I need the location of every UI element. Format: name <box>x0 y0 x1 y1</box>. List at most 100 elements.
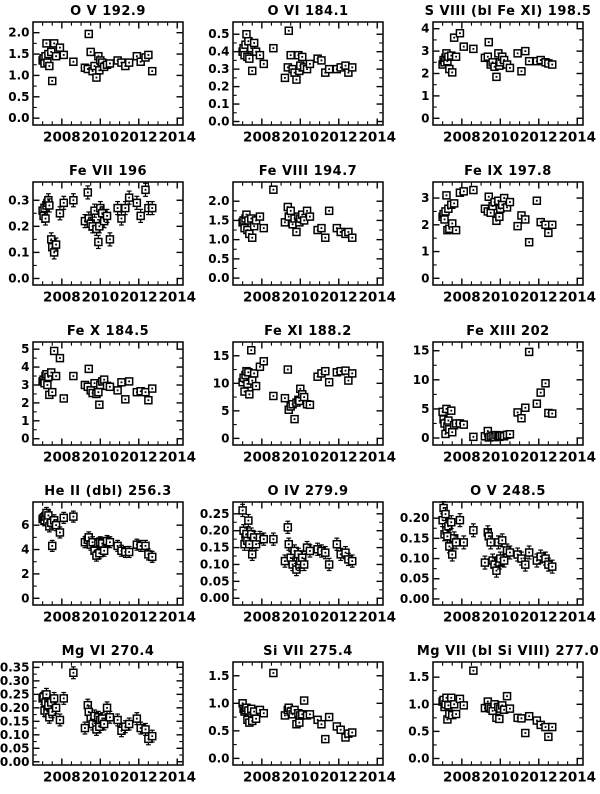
y-tick-label: 0 <box>421 271 429 285</box>
data-point <box>541 379 550 388</box>
x-tick-label: 2014 <box>358 450 396 466</box>
y-tick-label: 0.5 <box>208 252 229 266</box>
data-point <box>102 208 112 224</box>
plot-title: Fe X 184.5 <box>67 324 149 339</box>
data-point <box>144 395 153 405</box>
x-tick-label: 2014 <box>558 610 596 626</box>
data-point <box>347 554 357 568</box>
y-tick-label: 0.25 <box>0 687 30 701</box>
x-tick-label: 2014 <box>558 290 596 306</box>
plot-title: Fe IX 197.8 <box>464 164 552 179</box>
y-tick-label: 3 <box>421 44 429 58</box>
y-tick-label: 0 <box>21 591 29 605</box>
x-tick-label: 2008 <box>43 130 81 146</box>
data-point <box>513 49 522 58</box>
data-point <box>105 536 115 549</box>
y-tick-label: 3 <box>21 378 29 392</box>
y-tick-label: 4 <box>21 543 29 557</box>
x-tick-label: 2010 <box>82 290 120 306</box>
data-point <box>524 545 534 560</box>
data-point <box>247 233 257 242</box>
data-point <box>245 54 254 63</box>
data-point <box>247 547 257 562</box>
plot-title: Mg VI 270.4 <box>62 644 155 659</box>
data-point <box>99 717 109 731</box>
data-point <box>105 710 115 724</box>
x-tick-label: 2012 <box>520 290 558 306</box>
data-point <box>286 206 295 216</box>
data-point <box>324 64 334 74</box>
y-tick-label: 0.4 <box>208 45 229 59</box>
x-tick-label: 2008 <box>243 770 281 786</box>
data-point <box>113 200 122 216</box>
axes-box <box>432 661 584 766</box>
x-tick-label: 2008 <box>43 290 81 306</box>
x-tick-label: 2012 <box>520 450 558 466</box>
data-point <box>238 503 247 518</box>
y-tick-label: 0.1 <box>8 245 29 259</box>
x-tick-label: 2010 <box>282 290 320 306</box>
data-point <box>255 50 265 60</box>
y-tick-label: 0.3 <box>208 62 229 76</box>
y-tick-label: 1.0 <box>408 697 429 711</box>
data-point <box>447 427 457 437</box>
data-point <box>484 192 494 201</box>
y-tick-label: 6 <box>21 518 29 532</box>
x-tick-label: 2008 <box>443 290 481 306</box>
data-point <box>521 728 530 738</box>
y-tick-label: 2 <box>421 218 429 232</box>
data-point <box>280 73 290 83</box>
data-point <box>247 346 256 355</box>
y-tick-label: 0.0 <box>208 751 229 765</box>
data-point <box>469 44 478 54</box>
y-tick-label: 0.10 <box>0 728 30 742</box>
data-point <box>324 377 334 387</box>
plot-fe-vii-196: Fe VII 196 2008 2010 2012 2014 0.0 0.1 0.2 0.3 <box>8 164 196 306</box>
x-tick-label: 2012 <box>120 770 158 786</box>
data-point <box>541 220 550 230</box>
data-point <box>249 369 259 378</box>
x-tick-label: 2010 <box>82 610 120 626</box>
data-point <box>305 212 315 221</box>
y-tick-label: 0.2 <box>208 80 229 94</box>
x-tick-label: 2014 <box>358 610 396 626</box>
y-tick-label: 15 <box>413 344 430 358</box>
data-point <box>49 346 59 356</box>
data-point <box>347 63 357 72</box>
axes-box <box>32 661 184 766</box>
y-tick-label: 0.05 <box>0 741 30 755</box>
y-tick-label: 0.1 <box>208 97 229 111</box>
data-point <box>141 182 150 197</box>
data-point <box>455 28 465 38</box>
data-point <box>495 714 504 724</box>
y-tick-label: 1.5 <box>208 669 229 683</box>
x-tick-label: 2010 <box>482 290 520 306</box>
y-tick-label: 0.0 <box>8 111 29 125</box>
plot-fe-xiii-202: Fe XIII 202 2008 2010 2012 2014 0 5 10 15 <box>413 324 596 466</box>
data-point <box>449 199 459 208</box>
axes-box <box>232 661 384 766</box>
x-tick-label: 2012 <box>320 290 358 306</box>
data-point <box>521 215 530 224</box>
y-tick-label: 0.10 <box>200 557 230 571</box>
axes-box <box>32 181 184 286</box>
data-point <box>347 728 357 737</box>
plot-o-v-192-9: O V 192.9 2008 2010 2012 2014 0.0 0.5 1.0 1.5 2.0 <box>8 4 196 146</box>
data-point <box>544 732 553 742</box>
data-point <box>469 666 478 675</box>
data-point <box>59 394 69 403</box>
x-tick-label: 2010 <box>482 450 520 466</box>
y-tick-label: 0.05 <box>200 574 230 588</box>
data-point <box>51 371 61 381</box>
x-tick-label: 2008 <box>443 610 481 626</box>
x-tick-label: 2010 <box>282 610 320 626</box>
y-tick-label: 0.3 <box>8 193 29 207</box>
data-point <box>469 523 478 538</box>
x-tick-label: 2014 <box>558 130 596 146</box>
y-tick-label: 0.05 <box>400 572 430 586</box>
x-tick-label: 2012 <box>120 450 158 466</box>
x-tick-label: 2012 <box>520 610 558 626</box>
plot-title: Fe XIII 202 <box>466 324 549 339</box>
data-point <box>105 59 115 68</box>
data-point <box>547 722 557 732</box>
